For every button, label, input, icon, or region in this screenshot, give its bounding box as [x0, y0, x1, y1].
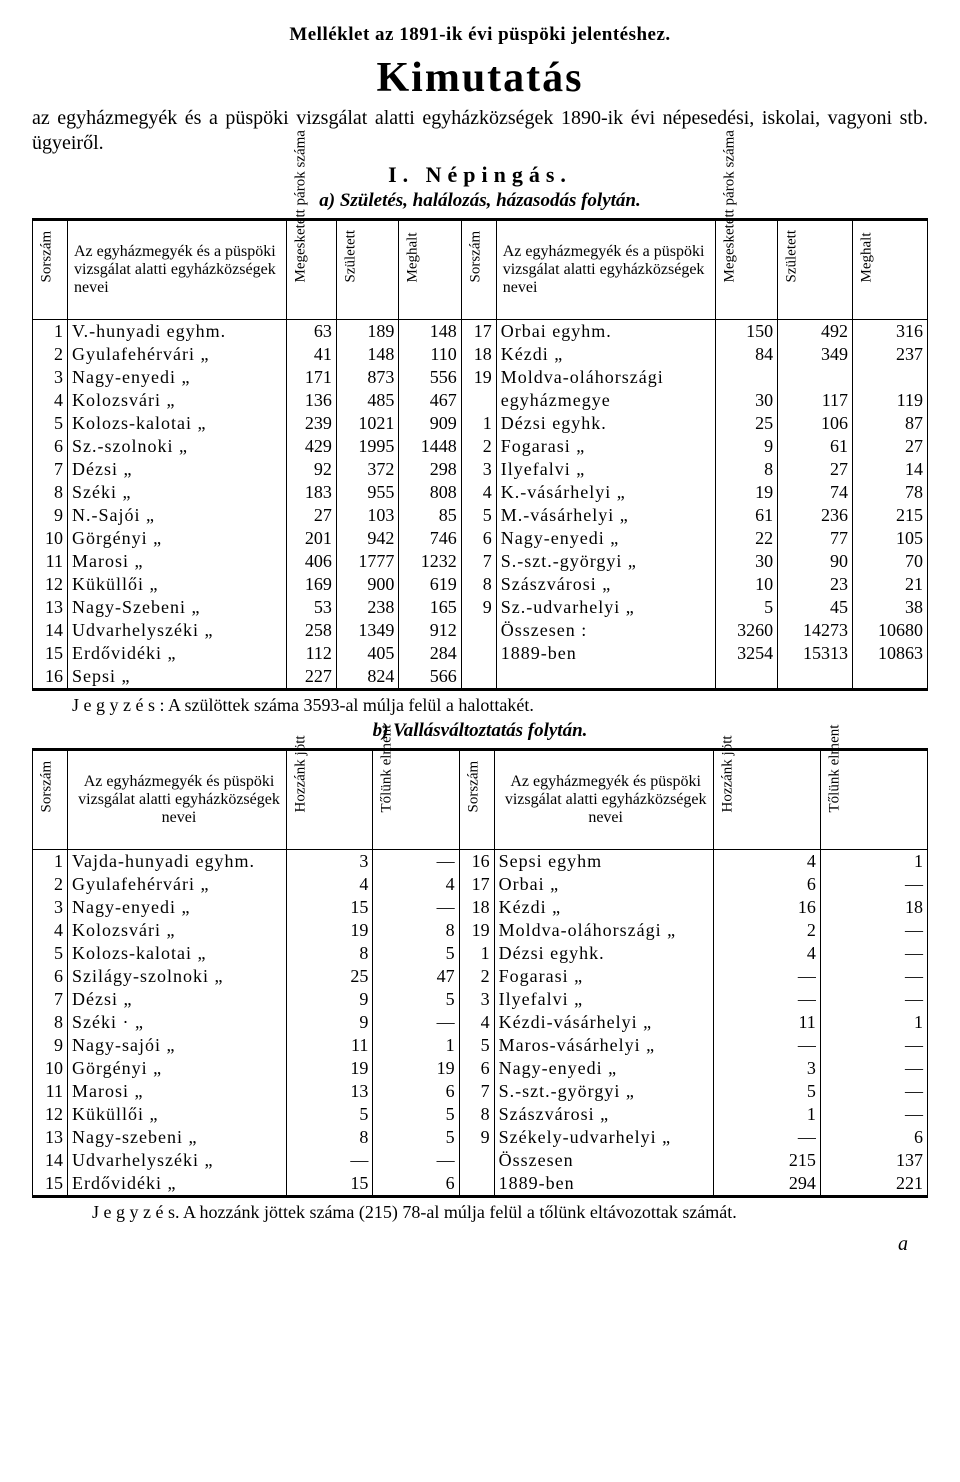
section-one-label: I. Népingás.	[32, 162, 928, 188]
page-signature: a	[32, 1233, 928, 1256]
subsection-b: b) Vallásváltoztatás folytán.	[32, 720, 928, 742]
table-row: 5Kolozs-kalotai „23910219091Dézsi egyhk.…	[33, 412, 928, 435]
table-row: 10Görgényi „2019427466Nagy-enyedi „22771…	[33, 527, 928, 550]
col-sorszam-r: Sorszám	[461, 220, 496, 320]
table-row: 14Udvarhelyszéki „2581349912 Összesen :3…	[33, 619, 928, 642]
col-parok: Megesketett párok száma	[287, 220, 337, 320]
table-row: 15Erdővidéki „156 1889-ben294221	[33, 1172, 928, 1197]
table-row: 6Szilágy-szolnoki „25472Fogarasi „——	[33, 965, 928, 988]
table-row: 9N.-Sajói „27103855M.-vásárhelyi „612362…	[33, 504, 928, 527]
table-row: 7Dézsi „953Ilyefalvi „——	[33, 988, 928, 1011]
col-name-r: Az egyházmegyék és a püspöki vizsgálat a…	[496, 220, 715, 320]
table-row: 11Marosi „406177712327S.-szt.-györgyi „3…	[33, 550, 928, 573]
note-b: J e g y z é s. A hozzánk jöttek száma (2…	[62, 1202, 928, 1223]
table-row: 1Vajda-hunyadi egyhm.3—16Sepsi egyhm41	[33, 850, 928, 874]
colb-hoz: Hozzánk jött	[287, 750, 373, 850]
table-row: 1V.-hunyadi egyhm.6318914817Orbai egyhm.…	[33, 320, 928, 344]
table-row: 12Küküllői „558Szászvárosi „1—	[33, 1103, 928, 1126]
table-row: 15Erdővidéki „112405284 1889-ben32541531…	[33, 642, 928, 665]
table-row: 16Sepsi „227824566	[33, 665, 928, 690]
col-szul-r: Született	[778, 220, 853, 320]
table-row: 5Kolozs-kalotai „851Dézsi egyhk.4—	[33, 942, 928, 965]
col-parok-r: Megesketett párok száma	[715, 220, 777, 320]
colb-tol-r: Tőlünk elment	[820, 750, 927, 850]
table-row: 10Görgényi „19196Nagy-enyedi „3—	[33, 1057, 928, 1080]
top-header: Melléklet az 1891-ik évi püspöki jelenté…	[32, 24, 928, 46]
table-row: 13Nagy-Szebeni „532381659Sz.-udvarhelyi …	[33, 596, 928, 619]
col-szul: Született	[336, 220, 398, 320]
table-row: 7Dézsi „923722983Ilyefalvi „82714	[33, 458, 928, 481]
col-name: Az egyházmegyék és a püspöki vizsgálat a…	[68, 220, 287, 320]
table-row: 2Gyulafehérvári „4417Orbai „6—	[33, 873, 928, 896]
colb-sorszam: Sorszám	[33, 750, 68, 850]
table-row: 8Széki · „9—4Kézdi-vásárhelyi „111	[33, 1011, 928, 1034]
table-row: 8Széki „1839558084K.-vásárhelyi „197478	[33, 481, 928, 504]
intro-text: az egyházmegyék és a püspöki vizsgálat a…	[32, 106, 928, 156]
colb-name-r: Az egyházmegyék és püspöki vizsgálat ala…	[494, 750, 713, 850]
table-a: Sorszám Az egyházmegyék és a püspöki viz…	[32, 218, 928, 691]
table-row: 6Sz.-szolnoki „429199514482Fogarasi „961…	[33, 435, 928, 458]
col-megh-r: Meghalt	[853, 220, 928, 320]
table-row: 4Kolozsvári „136485467 egyházmegye301171…	[33, 389, 928, 412]
colb-sorszam-r: Sorszám	[459, 750, 494, 850]
table-row: 3Nagy-enyedi „17187355619Moldva-oláhorsz…	[33, 366, 928, 389]
page-title: Kimutatás	[32, 54, 928, 102]
table-row: 2Gyulafehérvári „4114811018Kézdi „843492…	[33, 343, 928, 366]
colb-tol: Tőlünk elment	[373, 750, 459, 850]
table-row: 4Kolozsvári „19819Moldva-oláhországi „2—	[33, 919, 928, 942]
colb-name: Az egyházmegyék és püspöki vizsgálat ala…	[68, 750, 287, 850]
table-row: 3Nagy-enyedi „15—18Kézdi „1618	[33, 896, 928, 919]
table-row: 11Marosi „1367S.-szt.-györgyi „5—	[33, 1080, 928, 1103]
table-row: 14Udvarhelyszéki „—— Összesen215137	[33, 1149, 928, 1172]
note-a: J e g y z é s : A szülöttek száma 3593-a…	[92, 695, 928, 716]
col-sorszam: Sorszám	[33, 220, 68, 320]
colb-hoz-r: Hozzánk jött	[713, 750, 820, 850]
table-b: Sorszám Az egyházmegyék és püspöki vizsg…	[32, 748, 928, 1198]
table-row: 9Nagy-sajói „1115Maros-vásárhelyi „——	[33, 1034, 928, 1057]
table-row: 12Küküllői „1699006198Szászvárosi „10232…	[33, 573, 928, 596]
col-megh: Meghalt	[399, 220, 461, 320]
table-row: 13Nagy-szebeni „859Székely-udvarhelyi „—…	[33, 1126, 928, 1149]
subsection-a: a) Születés, halálozás, házasodás folytá…	[32, 190, 928, 212]
